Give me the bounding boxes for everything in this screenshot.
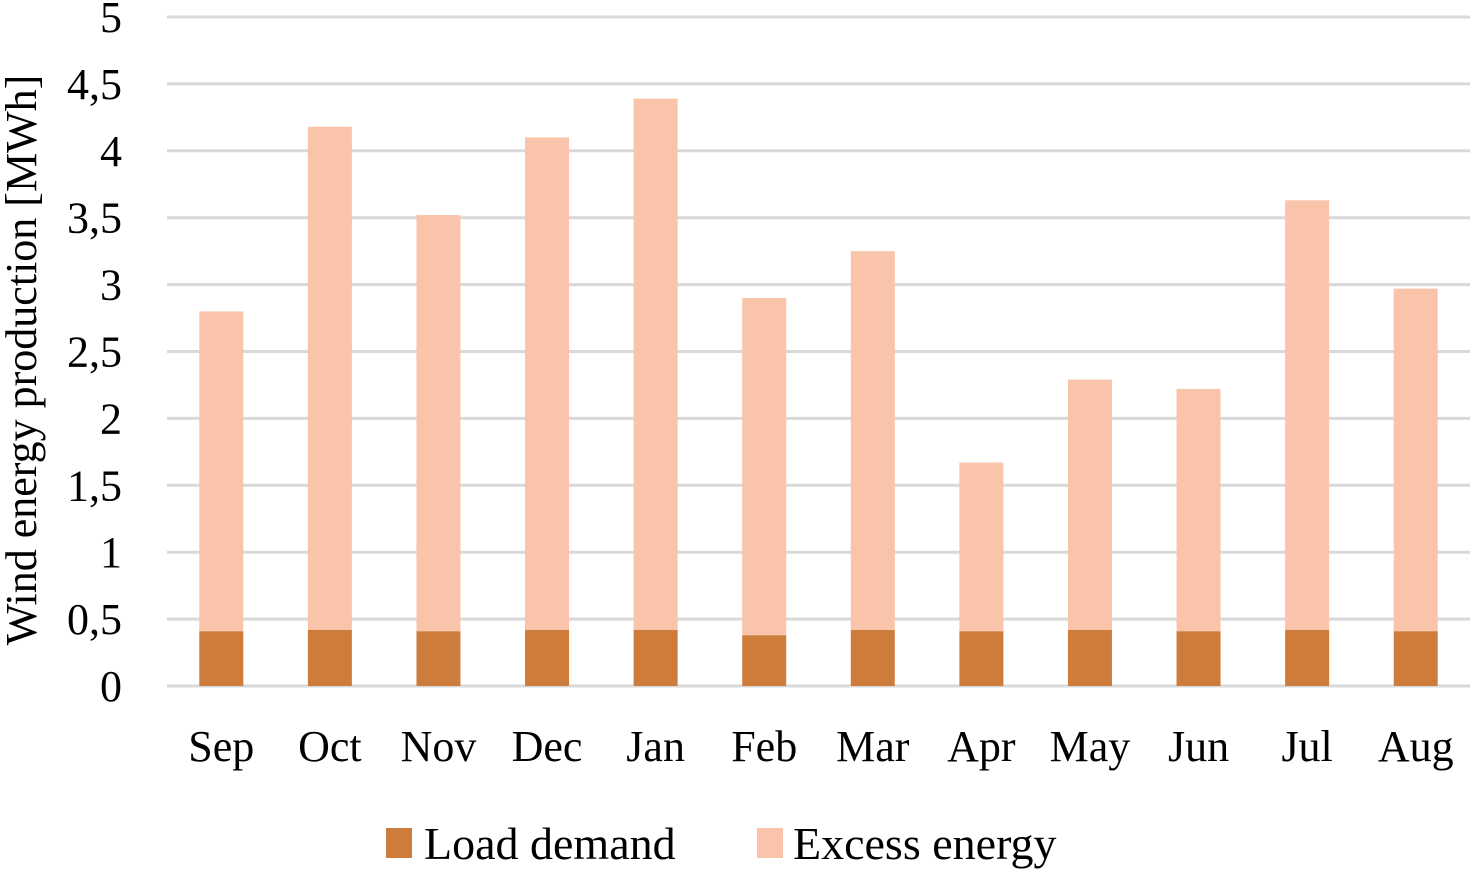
x-tick-label: Jul [1281,722,1332,771]
bar-excess-energy-feb [742,297,787,636]
x-tick-label: Feb [731,722,797,771]
bar-load-demand-jan [633,629,678,686]
bar-load-demand-aug [1393,631,1438,686]
bar-excess-energy-dec [525,137,570,630]
bar-load-demand-sep [199,631,244,686]
bar-excess-energy-sep [199,311,244,632]
legend: Load demand Excess energy [386,818,1057,869]
bar-load-demand-nov [416,631,461,686]
y-tick-label: 1 [100,528,122,577]
y-tick-label: 1,5 [67,461,122,510]
x-tick-label: Sep [188,722,254,771]
bar-load-demand-feb [742,635,787,686]
y-tick-label: 4,5 [67,60,122,109]
bar-load-demand-jul [1285,629,1330,686]
bar-excess-energy-apr [959,462,1004,632]
gridlines [167,15,1470,688]
x-tick-label: Jun [1168,722,1229,771]
x-tick-label: Dec [512,722,583,771]
bar-load-demand-dec [525,629,570,686]
bar-excess-energy-jun [1176,388,1221,632]
legend-swatch-load-demand [386,828,412,858]
bar-load-demand-may [1067,629,1112,686]
x-tick-label: Apr [947,722,1016,771]
x-tick-label: Jan [626,722,685,771]
y-tick-label: 2 [100,394,122,443]
bar-excess-energy-jan [633,98,678,630]
bar-excess-energy-aug [1393,288,1438,632]
bar-load-demand-jun [1176,631,1221,686]
y-tick-label: 3,5 [67,194,122,243]
x-tick-label: May [1050,722,1131,771]
bars [199,98,1438,686]
bar-load-demand-mar [850,629,895,686]
y-axis-tick-labels: 0 0,5 1 1,5 2 2,5 3 3,5 4 4,5 5 [67,0,122,711]
legend-swatch-excess-energy [757,828,783,858]
y-axis-title: Wind energy production [MWh] [0,75,46,646]
bar-excess-energy-mar [850,251,895,630]
y-tick-label: 4 [100,127,122,176]
legend-label-load-demand: Load demand [424,818,676,869]
x-axis-tick-labels: Sep Oct Nov Dec Jan Feb Mar Apr May Jun Jul Aug [188,722,1453,771]
bar-excess-energy-jul [1285,200,1330,630]
y-tick-label: 0 [100,662,122,711]
y-tick-label: 5 [100,0,122,42]
x-tick-label: Oct [298,722,362,771]
y-tick-label: 3 [100,261,122,310]
bar-excess-energy-may [1067,379,1112,630]
bar-excess-energy-nov [416,215,461,632]
y-tick-label: 0,5 [67,595,122,644]
legend-label-excess-energy: Excess energy [793,818,1057,869]
y-tick-label: 2,5 [67,328,122,377]
bar-load-demand-oct [307,629,352,686]
x-tick-label: Aug [1378,722,1454,771]
bar-excess-energy-oct [307,126,352,630]
x-tick-label: Nov [401,722,477,771]
x-tick-label: Mar [836,722,910,771]
bar-load-demand-apr [959,631,1004,686]
